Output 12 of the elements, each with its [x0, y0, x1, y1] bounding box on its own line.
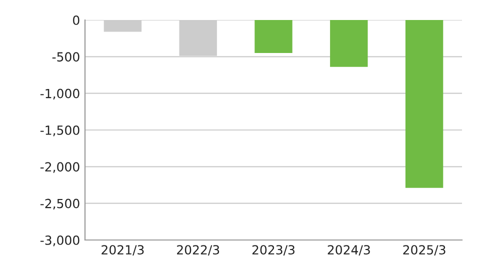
y-tick-label: -3,000: [40, 235, 80, 246]
y-tick-label: -500: [52, 52, 80, 62]
x-tick-label: 2022/3: [177, 245, 220, 256]
y-tick-label: -2,000: [40, 162, 80, 173]
x-tick-label: 2023/3: [252, 245, 294, 256]
y-tick-label: 0: [73, 15, 80, 25]
x-tick-label: 2024/3: [328, 245, 370, 256]
x-tick-label: 2021/3: [102, 245, 144, 256]
y-tick-label: -1,500: [40, 125, 80, 136]
y-tick-label: -1,000: [40, 88, 80, 100]
y-tick-label: -2,500: [40, 198, 80, 210]
x-tick-label: 2025/3: [403, 245, 446, 256]
